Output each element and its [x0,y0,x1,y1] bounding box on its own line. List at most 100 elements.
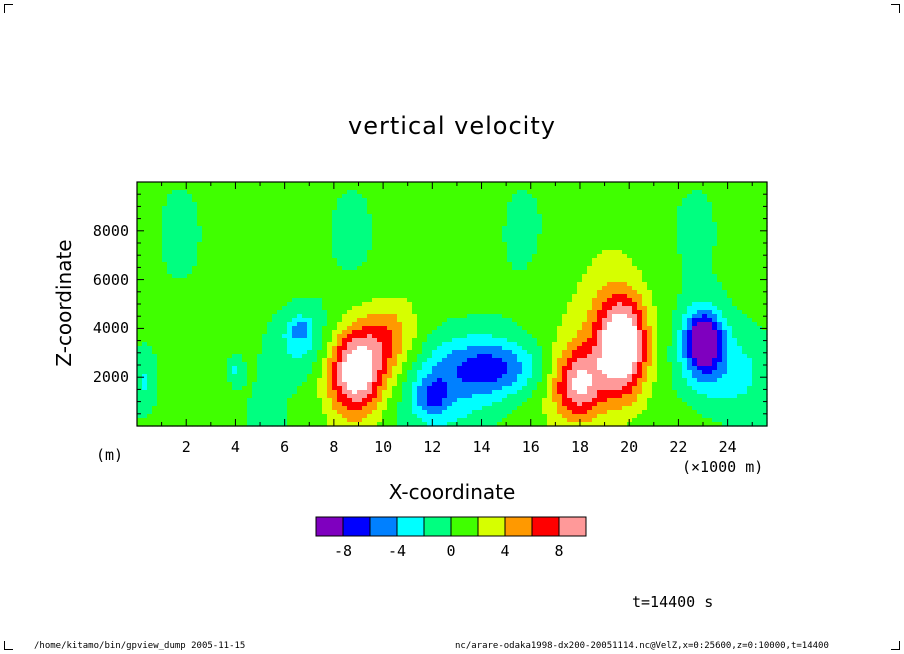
field-cell [522,310,528,315]
field-cell [302,206,308,211]
field-cell [287,274,293,279]
field-cell [667,194,673,199]
field-cell [467,246,473,251]
field-cell [517,278,523,283]
field-cell [507,278,513,283]
field-cell [442,182,448,187]
field-cell [507,258,513,263]
field-cell [632,262,638,267]
field-cell [372,222,378,227]
field-cell [462,182,468,187]
field-cell [397,278,403,283]
field-cell [577,286,583,291]
field-cell [407,218,413,223]
field-cell [197,326,203,331]
field-cell [507,254,513,259]
field-cell [267,198,273,203]
field-cell [622,206,628,211]
field-cell [647,306,653,311]
field-cell [377,302,383,307]
field-cell [647,234,653,239]
field-cell [282,250,288,255]
field-cell [177,242,183,247]
field-cell [282,198,288,203]
field-cell [552,242,558,247]
field-cell [692,334,698,339]
field-cell [537,274,543,279]
field-cell [702,314,708,319]
field-cell [637,306,643,311]
field-cell [192,298,198,303]
field-cell [632,322,638,327]
field-cell [432,322,438,327]
field-cell [312,318,318,323]
field-cell [242,202,248,207]
field-cell [492,246,498,251]
field-cell [492,182,498,187]
field-cell [367,202,373,207]
field-cell [217,334,223,339]
field-cell [612,266,618,271]
field-cell [147,322,153,327]
field-cell [717,302,723,307]
field-cell [167,182,173,187]
field-cell [392,206,398,211]
field-cell [762,282,768,287]
field-cell [472,294,478,299]
field-cell [307,318,313,323]
field-cell [217,270,223,275]
field-cell [227,274,233,279]
field-cell [762,198,768,203]
field-cell [362,338,368,343]
field-cell [147,258,153,263]
field-cell [462,186,468,191]
field-cell [267,222,273,227]
field-cell [707,238,713,243]
field-cell [307,254,313,259]
field-cell [137,202,143,207]
field-cell [177,186,183,191]
field-cell [147,302,153,307]
field-cell [657,230,663,235]
field-cell [387,282,393,287]
field-cell [752,314,758,319]
field-cell [637,322,643,327]
field-cell [422,250,428,255]
field-cell [237,206,243,211]
field-cell [662,310,668,315]
field-cell [472,266,478,271]
field-cell [762,238,768,243]
field-cell [522,226,528,231]
field-cell [652,290,658,295]
field-cell [457,190,463,195]
field-cell [722,310,728,315]
field-cell [167,190,173,195]
field-cell [627,238,633,243]
field-cell [612,258,618,263]
field-cell [202,190,208,195]
field-cell [552,278,558,283]
field-cell [387,338,393,343]
field-cell [422,182,428,187]
field-cell [702,210,708,215]
field-cell [217,218,223,223]
field-cell [477,278,483,283]
field-cell [252,302,258,307]
field-cell [567,186,573,191]
field-cell [207,282,213,287]
field-cell [222,206,228,211]
field-cell [427,194,433,199]
field-cell [167,290,173,295]
field-cell [142,302,148,307]
field-cell [237,186,243,191]
field-cell [302,326,308,331]
field-cell [507,190,513,195]
field-cell [597,270,603,275]
field-cell [147,306,153,311]
field-cell [537,318,543,323]
field-cell [152,234,158,239]
field-cell [717,290,723,295]
field-cell [267,314,273,319]
field-cell [722,242,728,247]
field-cell [147,330,153,335]
